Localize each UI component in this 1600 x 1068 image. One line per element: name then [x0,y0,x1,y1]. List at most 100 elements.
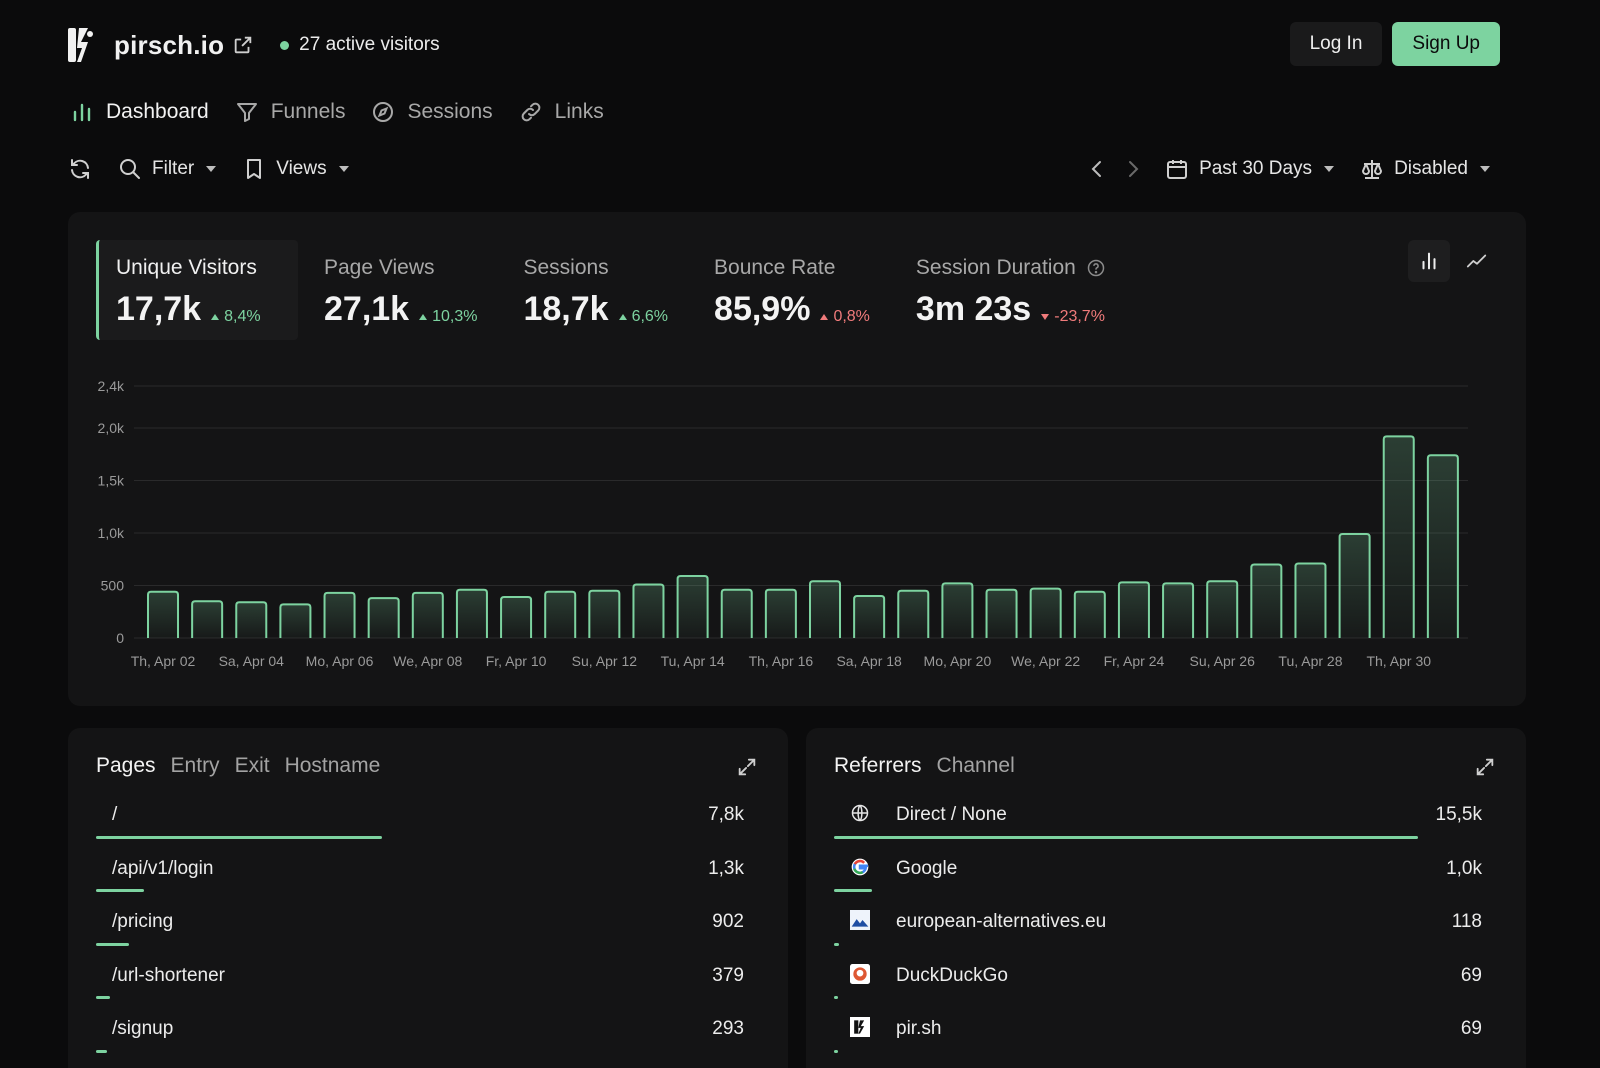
chart-bar[interactable] [1294,562,1327,638]
chart-bar[interactable] [588,589,621,638]
chart-bar[interactable] [897,589,930,638]
nav-label: Links [554,100,604,123]
chevron-down-icon [206,166,217,172]
share-bar [96,889,144,892]
list-item[interactable]: DuckDuckGo 69 [834,951,1498,1005]
list-item[interactable]: / 7,8k [96,790,760,844]
tab-referrers[interactable]: Referrers [834,754,922,777]
y-tick-label: 1,0k [98,525,125,541]
list-item[interactable]: Direct / None 15,5k [834,790,1498,844]
referrer-name: Direct / None [896,804,1007,825]
page-count: 7,8k [708,804,744,825]
nav-sessions[interactable]: Sessions [371,100,493,124]
arrow-up-icon [419,314,428,320]
chart-bar[interactable] [985,588,1018,638]
chevron-down-icon [1480,166,1490,172]
chart-bar[interactable] [235,601,268,638]
x-tick-label: Fr, Apr 24 [1104,653,1165,669]
stat-bounce-rate[interactable]: Bounce Rate 85,9% 0,8% [694,240,890,340]
tab-entry[interactable]: Entry [170,754,220,777]
active-visitors[interactable]: 27 active visitors [280,34,440,56]
chart-bar[interactable] [1029,587,1062,638]
share-bar [96,1049,107,1053]
chart-bar[interactable] [1206,580,1239,638]
chart-bar[interactable] [411,591,444,638]
stats-tabs: Unique Visitors 17,7k 8,4% Page Views 27… [96,240,1132,340]
chart-bar[interactable] [809,580,842,638]
list-item[interactable]: /pricing 902 [96,897,760,951]
nav-links[interactable]: Links [519,100,604,124]
views-button[interactable]: Views [242,157,349,181]
nav-funnels[interactable]: Funnels [235,100,345,124]
chart-bar[interactable] [1426,454,1459,638]
bookmark-icon [247,159,262,179]
chart-bar[interactable] [1338,533,1371,638]
bar-chart-icon [73,103,91,122]
chart-bar[interactable] [279,603,312,638]
list-item[interactable]: Google 1,0k [834,844,1498,898]
list-item[interactable]: european-alternatives.eu 118 [834,897,1498,951]
chart-bar[interactable] [632,583,665,638]
chart-bar[interactable] [1162,582,1195,638]
expand-icon[interactable] [1474,756,1496,778]
list-item[interactable]: /url-shortener 379 [96,951,760,1005]
referrers-list: Direct / None 15,5k Google 1,0k european-alt… [834,790,1498,1058]
page-count: 902 [712,911,744,932]
link-icon [521,102,541,122]
google-icon [850,857,870,877]
chart-bar[interactable] [544,590,577,638]
bar-chart-toggle[interactable] [1408,240,1450,282]
tab-pages[interactable]: Pages [96,754,156,777]
stat-sessions[interactable]: Sessions 18,7k 6,6% [503,240,688,340]
chart-bar[interactable] [1117,581,1150,638]
login-button[interactable]: Log In [1289,22,1383,66]
external-link-icon[interactable] [232,34,254,56]
chart-bar[interactable] [191,600,224,638]
referrer-name: Google [896,857,958,879]
chart-bar[interactable] [367,597,400,638]
nav-dashboard[interactable]: Dashboard [70,100,209,124]
stat-unique-visitors[interactable]: Unique Visitors 17,7k 8,4% [96,240,298,340]
duckduckgo-icon [850,963,870,984]
chart-bar[interactable] [323,591,356,638]
tab-exit[interactable]: Exit [234,754,270,777]
stat-change: 0,8% [820,308,870,326]
list-item[interactable]: /signup 293 [96,1004,760,1058]
period-selector[interactable]: Past 30 Days [1165,157,1335,181]
chart-bar[interactable] [720,588,753,638]
stat-change: 6,6% [618,308,668,326]
chart-bar[interactable] [500,596,533,638]
stat-label: Bounce Rate [714,256,836,279]
chart-bar[interactable] [764,588,797,638]
help-icon[interactable] [1086,258,1106,278]
chart-bar[interactable] [147,590,180,638]
list-item[interactable]: pir.sh 69 [834,1004,1498,1058]
chevron-left-icon[interactable] [1085,157,1109,181]
page-path: / [112,804,118,825]
tab-channel[interactable]: Channel [936,754,1015,777]
page-path: /api/v1/login [112,857,214,879]
chart-bar[interactable] [455,588,488,638]
line-chart-toggle[interactable] [1456,240,1498,282]
active-visitors-label: 27 active visitors [299,34,440,55]
chart-bar[interactable] [1073,590,1106,638]
chart-bar[interactable] [1382,435,1415,638]
signup-button[interactable]: Sign Up [1392,22,1500,66]
refresh-button[interactable] [68,157,92,181]
stat-page-views[interactable]: Page Views 27,1k 10,3% [304,240,497,340]
compare-selector[interactable]: Disabled [1360,157,1490,181]
chart-bar[interactable] [941,582,974,638]
site-name[interactable]: pirsch.io [114,29,225,60]
expand-icon[interactable] [736,756,758,778]
stat-session-duration[interactable]: Session Duration 3m 23s -23,7% [896,240,1126,340]
chart-bar[interactable] [853,595,886,638]
chart-bar[interactable] [676,575,709,638]
list-item[interactable]: /api/v1/login 1,3k [96,844,760,898]
tab-hostname[interactable]: Hostname [284,754,381,777]
pirsch-logo-icon[interactable] [68,28,94,62]
chevron-right-icon[interactable] [1121,157,1145,181]
chart-bar[interactable] [1250,563,1283,639]
referrer-count: 118 [1451,911,1482,932]
chevron-down-icon [1324,166,1335,172]
filter-button[interactable]: Filter [118,157,217,181]
